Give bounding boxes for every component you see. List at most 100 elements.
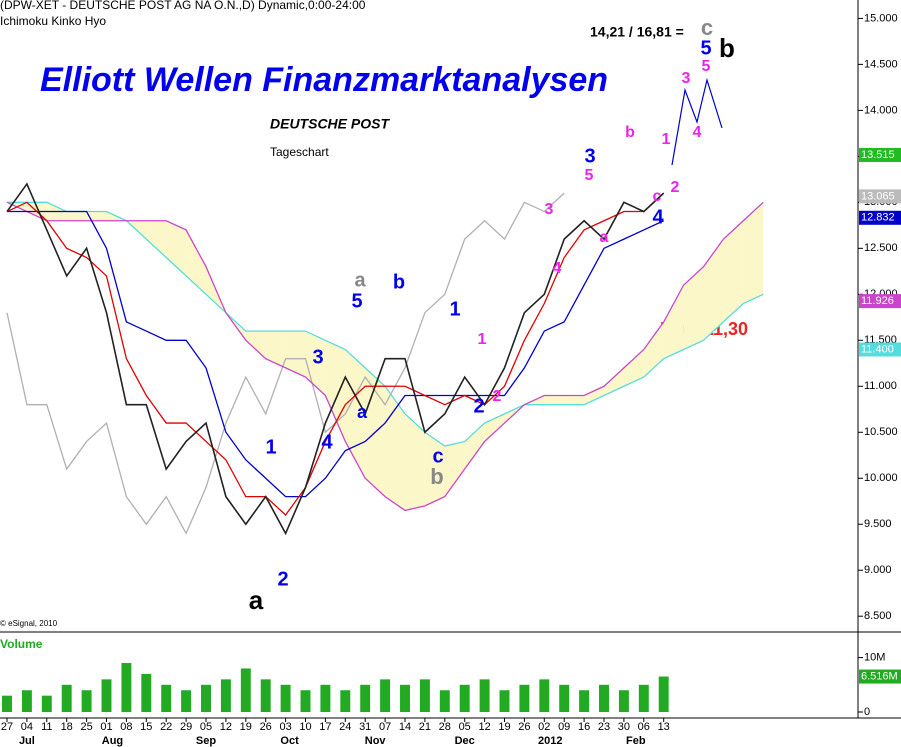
volume-bar (101, 679, 112, 712)
subtitle: DEUTSCHE POST (270, 116, 390, 132)
x-tick-label: 29 (180, 721, 192, 733)
cloud (564, 395, 585, 405)
month-label: 2012 (538, 735, 562, 747)
volume-bar (419, 679, 430, 712)
wave-label: 1 (265, 436, 276, 458)
volume-bar (638, 684, 649, 712)
wave-label: 1 (478, 331, 487, 348)
volume-bar (400, 684, 410, 712)
volume-bar (599, 684, 609, 712)
x-tick-label: 04 (21, 721, 33, 733)
line-series (6, 182, 665, 536)
cloud (743, 202, 764, 304)
x-tick-label: 19 (498, 721, 510, 733)
x-tick-label: 16 (578, 721, 590, 733)
month-label: Oct (280, 735, 299, 747)
wave-label: 4 (652, 206, 664, 228)
y-tick-label: 15.000 (864, 12, 898, 24)
volume-last-label: 6.516M (861, 670, 898, 682)
x-tick-label: 09 (558, 721, 570, 733)
copyright: © eSignal, 2010 (0, 619, 58, 628)
y-tick-label: 9.000 (864, 564, 892, 576)
wave-label: 1 (662, 131, 671, 148)
wave-label: c (653, 188, 662, 205)
volume-last-box (859, 669, 901, 684)
wave-label: a (354, 269, 366, 291)
volume-bar (141, 673, 152, 712)
volume-bar (320, 684, 331, 712)
projection (671, 77, 723, 166)
wave-label: 1 (449, 298, 460, 320)
month-label: Nov (365, 735, 387, 747)
cloud (345, 349, 366, 479)
month-label: Dec (455, 735, 475, 747)
volume-bar (280, 684, 291, 712)
cloud (723, 220, 744, 322)
price-label: 13.515 (861, 149, 895, 161)
x-tick-label: 28 (439, 721, 451, 733)
wave-label: 5 (700, 37, 711, 59)
x-tick-label: 15 (140, 721, 152, 733)
x-tick-label: 30 (618, 721, 630, 733)
wave-label: b (625, 124, 635, 141)
cloud (584, 386, 604, 405)
cloud (405, 413, 425, 511)
x-tick-label: 14 (399, 721, 411, 733)
x-tick-label: 11 (41, 721, 52, 733)
month-label: Jul (19, 735, 35, 747)
y-tick-label: 14.500 (864, 58, 898, 70)
y-tick-label: 10.000 (864, 472, 898, 484)
line-series (6, 201, 764, 512)
cloud (703, 239, 724, 341)
volume-bar (459, 684, 470, 712)
volume-bar (499, 690, 510, 712)
x-tick-label: 25 (80, 721, 92, 733)
volume-bar (2, 695, 12, 712)
y-tick-label: 11.000 (864, 380, 897, 392)
price-label-box (859, 294, 901, 309)
wave-label: 3 (312, 346, 323, 368)
month-label: Feb (626, 735, 646, 747)
cloud (66, 211, 87, 221)
volume-bar (539, 679, 550, 712)
wave-label: 4 (553, 260, 562, 277)
month-label: Aug (102, 735, 123, 747)
x-tick-label: 05 (459, 721, 471, 733)
price-label: 13.065 (861, 190, 895, 202)
volume-bar (658, 676, 669, 712)
cloud (265, 331, 286, 368)
x-tick-label: 19 (240, 721, 252, 733)
wave-label: 2 (277, 568, 288, 590)
cloud (325, 340, 346, 442)
cloud (86, 211, 107, 221)
wave-label: 3 (682, 70, 691, 87)
header: (DPW-XET - DEUTSCHE POST AG NA O.N.,D) D… (0, 0, 366, 12)
volume-label: Volume (0, 637, 43, 651)
x-tick-label: 12 (220, 721, 232, 733)
chart-title: Elliott Wellen Finanzmarktanalysen (40, 61, 608, 99)
x-tick-label: 08 (120, 721, 132, 733)
cloud (444, 441, 465, 497)
volume-bar (61, 684, 72, 712)
wave-label: 2 (671, 179, 680, 196)
volume-bar (181, 690, 192, 712)
cloud (484, 413, 505, 442)
cloud (245, 331, 266, 359)
volume-bar (21, 690, 32, 712)
x-tick-label: 05 (200, 721, 212, 733)
price-label-box (859, 147, 901, 162)
x-tick-label: 06 (638, 721, 650, 733)
wave-label: 5 (585, 167, 594, 184)
cloud (604, 367, 624, 396)
x-tick-label: 26 (260, 721, 272, 733)
cloud (544, 395, 565, 405)
wave-label: 3 (545, 201, 554, 218)
target-text: 14,21 / 16,81 = (590, 24, 684, 40)
x-tick-label: 10 (299, 721, 311, 733)
volume-bar (201, 684, 211, 712)
line-series (6, 192, 665, 517)
volume-bar (559, 684, 570, 712)
wave-label: 3 (584, 145, 595, 167)
x-tick-label: 23 (598, 721, 610, 733)
x-tick-label: 18 (61, 721, 73, 733)
